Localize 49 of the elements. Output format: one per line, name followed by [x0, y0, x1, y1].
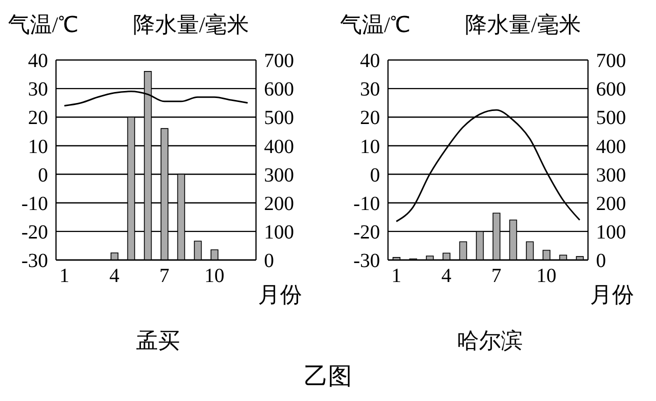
y-tick-label: 20: [360, 107, 380, 130]
x-axis-title: 月份: [590, 281, 634, 309]
y2-tick-label: 400: [264, 136, 294, 158]
y-tick-label: -10: [21, 192, 48, 215]
y2-tick-label: 600: [596, 78, 626, 101]
text: 哈尔滨: [456, 327, 524, 355]
y2-tick-label: 600: [264, 78, 294, 101]
y-tick-label: 40: [28, 50, 48, 72]
y2-tick-label: 700: [264, 50, 294, 72]
y2-tick-label: 200: [596, 192, 626, 215]
y2-tick-label: 400: [596, 136, 626, 158]
x-tick-label: 7: [159, 265, 170, 288]
text: 乙图: [304, 364, 352, 390]
y-axis-title: 气温/℃: [8, 11, 78, 39]
y-tick-label: -30: [21, 250, 48, 272]
y-tick-label: 20: [28, 107, 48, 130]
y2-tick-label: 0: [264, 250, 274, 272]
x-tick-label: 7: [491, 265, 502, 288]
y2-tick-label: 300: [264, 164, 294, 186]
y2-tick-label: 100: [596, 222, 626, 244]
y-tick-label: -20: [21, 222, 48, 244]
y-tick-label: -30: [353, 250, 380, 272]
y2-tick-label: 700: [596, 50, 626, 72]
x-tick-label: 4: [109, 265, 120, 288]
y2-tick-label: 100: [264, 222, 294, 244]
y-tick-label: 40: [360, 50, 380, 72]
x-tick-label: 1: [59, 265, 70, 288]
y-tick-label: -10: [353, 192, 380, 215]
y2-axis-title: 降水量/毫米: [133, 11, 250, 39]
y-axis-title: 气温/℃: [340, 11, 410, 39]
y2-axis-title: 降水量/毫米: [465, 11, 582, 39]
y2-tick-label: 0: [596, 250, 606, 272]
y-tick-label: -20: [353, 222, 380, 244]
x-tick-label: 1: [391, 265, 402, 288]
y2-tick-label: 500: [264, 107, 294, 130]
y-tick-label: 10: [28, 136, 48, 158]
x-tick-label: 4: [441, 265, 452, 288]
x-axis-title: 月份: [258, 281, 302, 309]
x-tick-label: 10: [204, 265, 224, 288]
y2-tick-label: 500: [596, 107, 626, 130]
y-tick-label: 30: [360, 78, 380, 101]
y-tick-label: 30: [28, 78, 48, 101]
x-tick-label: 10: [536, 265, 556, 288]
y-tick-label: 0: [370, 164, 380, 186]
y-tick-label: 0: [38, 164, 48, 186]
text: 孟买: [135, 327, 181, 355]
y2-tick-label: 200: [264, 192, 294, 215]
y-tick-label: 10: [360, 136, 380, 158]
y2-tick-label: 300: [596, 164, 626, 186]
